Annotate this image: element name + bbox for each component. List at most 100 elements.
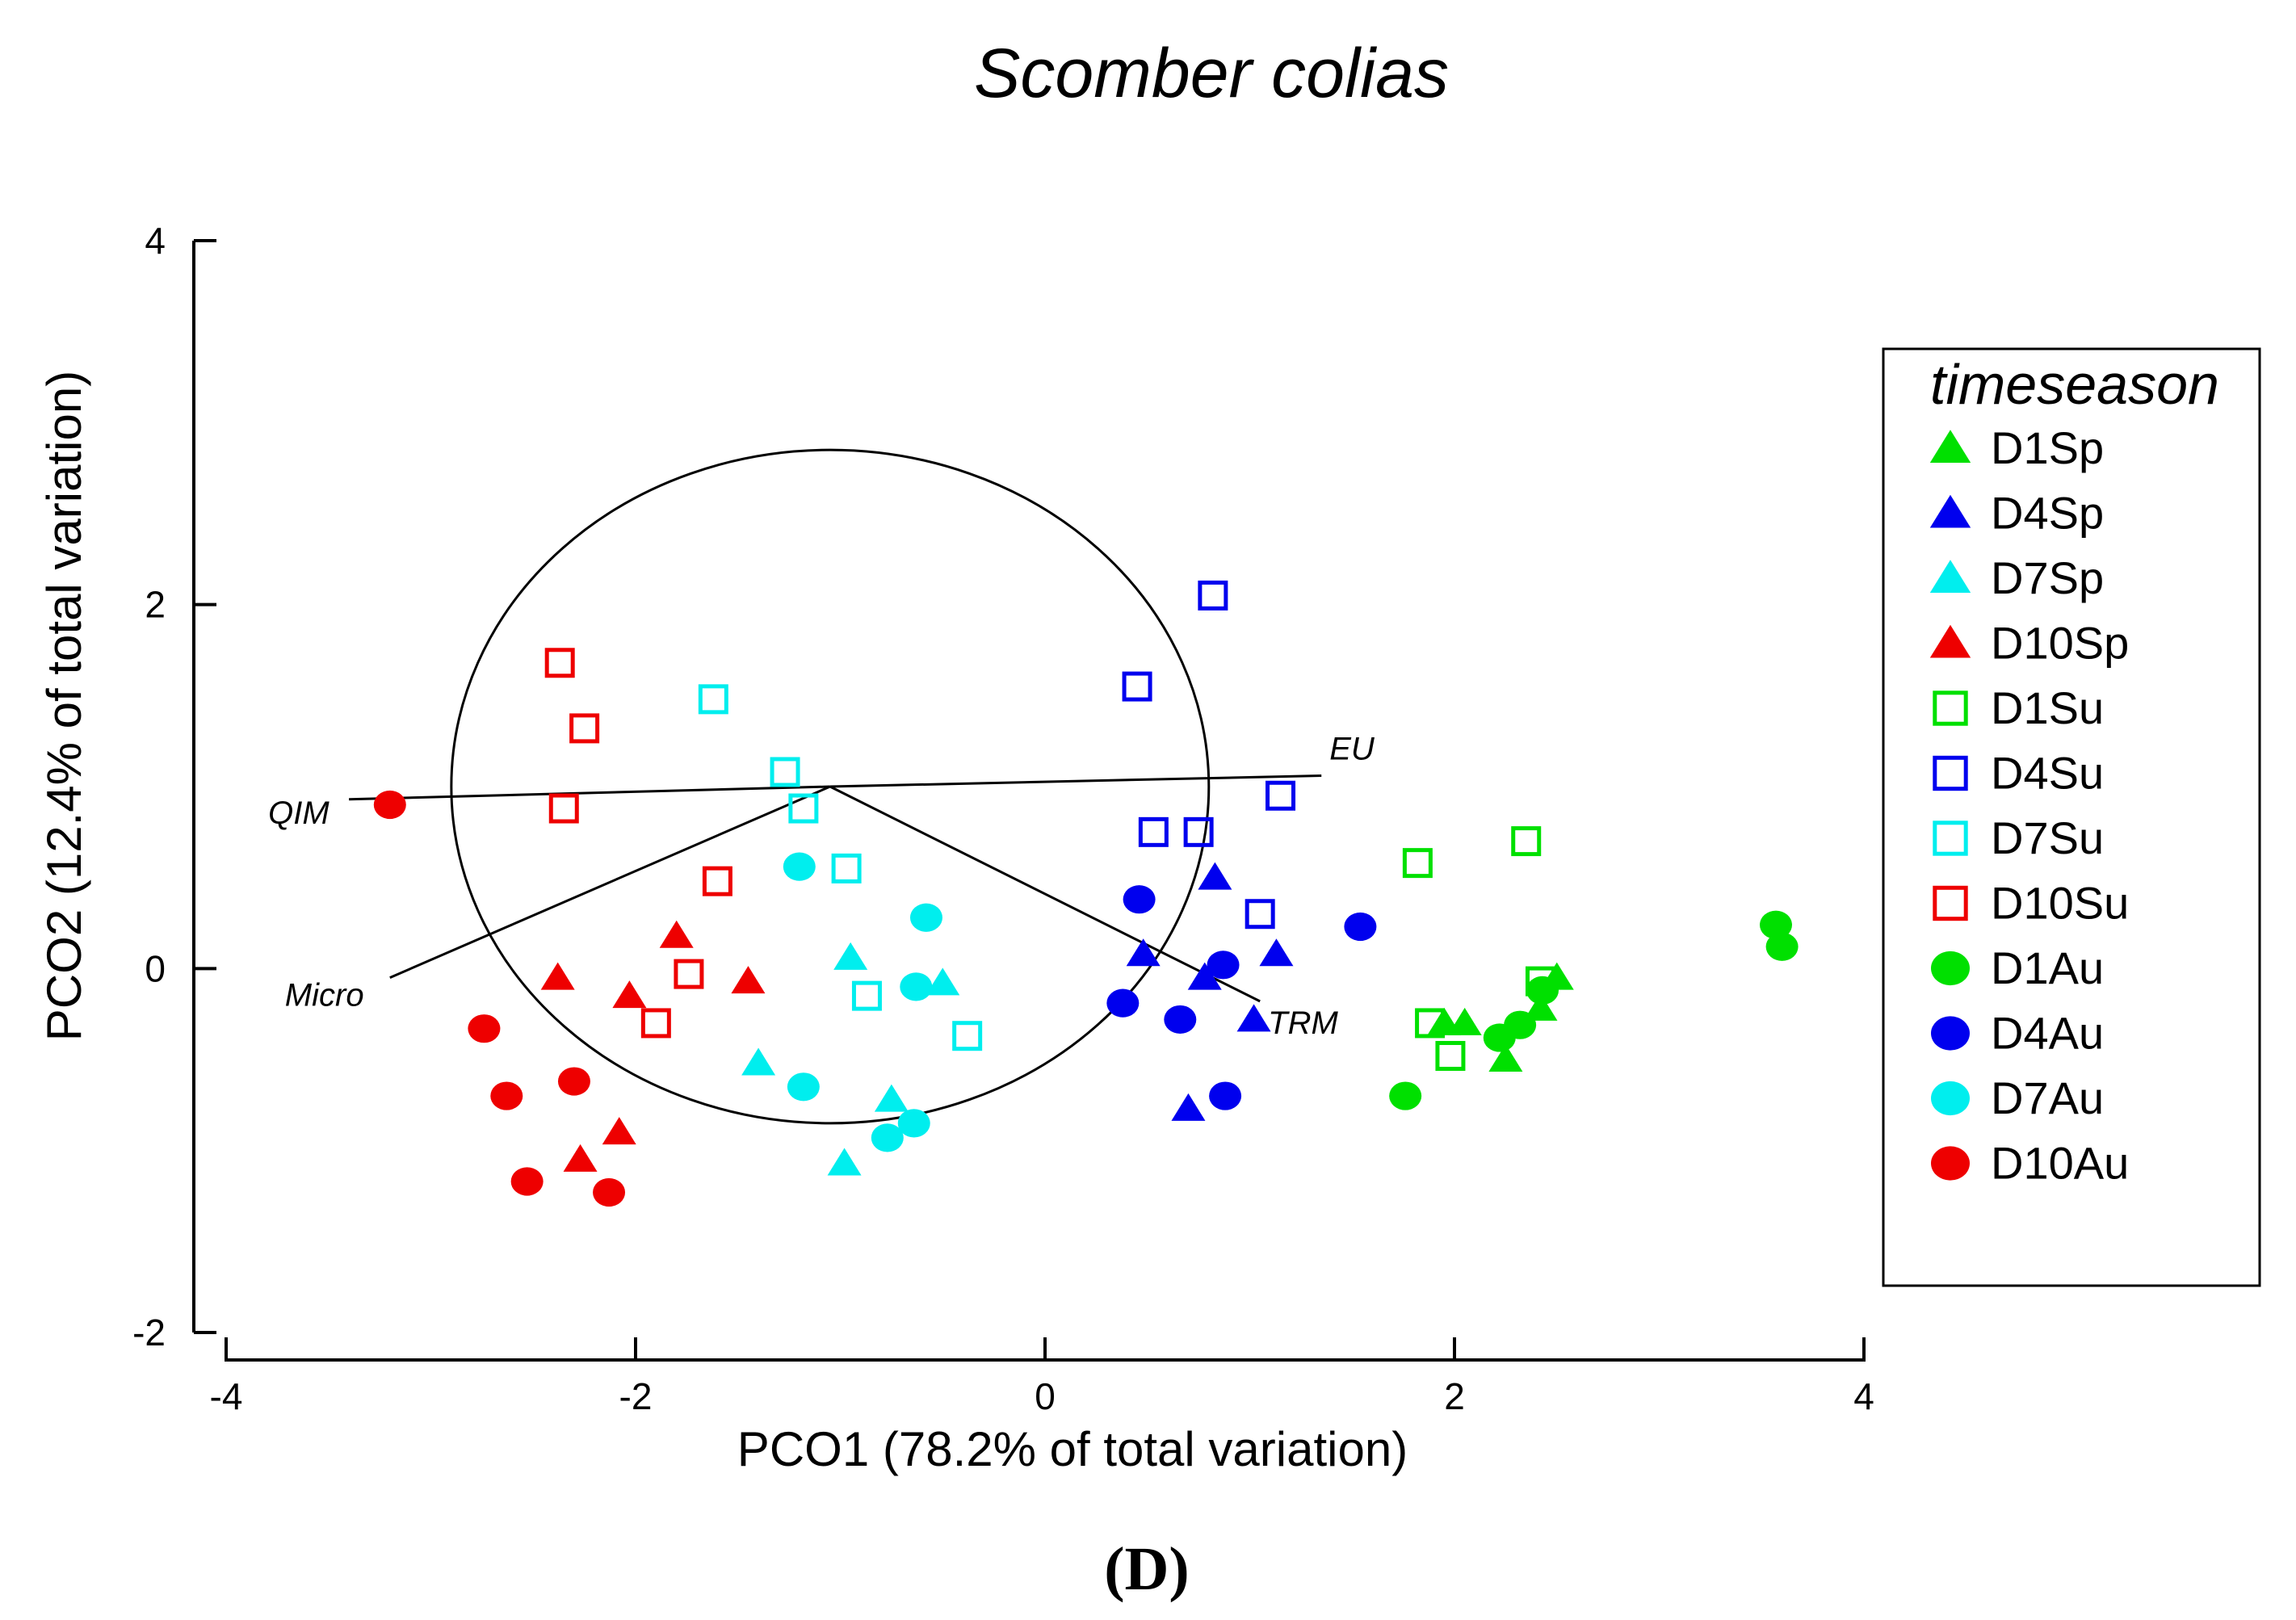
data-point-D10Sp: [563, 1144, 598, 1172]
chart-title: Scomber colias: [974, 35, 1449, 112]
y-ticks: -2 0 2 4: [132, 220, 216, 1353]
legend-label-D10Su: D10Su: [1991, 878, 2129, 929]
data-point-D10Su: [674, 959, 704, 989]
series-D4Sp: [1126, 862, 1294, 1121]
y-tick-label: 0: [145, 947, 166, 989]
data-point-D4Su: [1198, 580, 1228, 611]
legend-marker-D4Sp: [1929, 494, 1971, 528]
legend-label-D4Au: D4Au: [1991, 1008, 2104, 1059]
data-point-D7Au: [897, 1109, 930, 1138]
vector-label-trm: TRM: [1268, 1005, 1338, 1041]
legend-marker-D7Sp: [1929, 560, 1971, 593]
data-point-D4Su: [1138, 816, 1169, 847]
correlation-overlay: QIM EU Micro TRM: [268, 448, 1375, 1125]
series-D4Su: [1122, 580, 1296, 930]
legend-marker-D10Au: [1931, 1146, 1970, 1181]
series-D7Au: [783, 852, 942, 1152]
series-D1Su: [1402, 826, 1555, 1071]
vector-micro: [389, 785, 831, 979]
data-point-D7Au: [900, 972, 933, 1001]
series-D7Su: [698, 684, 983, 1051]
data-point-D10Sp: [602, 1117, 636, 1145]
data-point-D7Su: [770, 757, 800, 787]
data-point-D10Au: [468, 1014, 501, 1043]
data-point-D7Su: [831, 853, 862, 883]
data-point-D7Sp: [874, 1084, 909, 1112]
x-axis-label: PCO1 (78.2% of total variation): [737, 1422, 1408, 1476]
data-point-D1Su: [1415, 1008, 1446, 1039]
data-point-D4Au: [1344, 912, 1377, 942]
x-tick-label: 0: [1035, 1375, 1056, 1417]
legend-label-D7Au: D7Au: [1991, 1072, 2104, 1123]
data-point-D4Sp: [1171, 1093, 1206, 1121]
data-point-D4Su: [1183, 816, 1214, 847]
data-point-D4Su: [1245, 899, 1275, 930]
series-D1Au: [1389, 910, 1799, 1110]
data-point-D1Sp: [1447, 1007, 1482, 1035]
legend-label-D1Su: D1Su: [1991, 682, 2104, 733]
data-point-D1Sp: [1488, 1044, 1523, 1072]
data-point-D4Su: [1122, 671, 1152, 702]
data-point-D4Sp: [1259, 938, 1294, 967]
data-point-D10Su: [640, 1008, 671, 1039]
data-point-D1Sp: [1523, 993, 1558, 1021]
vector-qim: [349, 785, 830, 801]
vector-label-eu: EU: [1329, 731, 1375, 766]
data-point-D7Au: [909, 903, 942, 932]
data-point-D7Su: [851, 980, 882, 1011]
vector-label-qim: QIM: [268, 795, 329, 831]
vector-eu: [829, 774, 1322, 788]
series-D10Au: [373, 790, 626, 1207]
data-point-D10Au: [593, 1177, 626, 1207]
data-point-D4Au: [1209, 1081, 1242, 1110]
data-point-D7Au: [787, 1072, 820, 1102]
data-point-D4Sp: [1187, 962, 1222, 990]
vector-label-micro: Micro: [285, 978, 364, 1014]
series-D7Sp: [741, 942, 960, 1176]
data-point-D7Sp: [926, 967, 960, 996]
data-point-D7Su: [952, 1021, 983, 1051]
data-point-D4Au: [1164, 1005, 1197, 1035]
y-tick-label: 4: [145, 220, 166, 262]
legend: timeseason D1Sp D4Sp D7Sp D10Sp D1Su D4Su D7Su…: [1882, 347, 2261, 1287]
legend-title: timeseason: [1930, 353, 2219, 416]
data-point-D10Sp: [731, 966, 766, 994]
legend-marker-D7Au: [1931, 1081, 1970, 1116]
x-tick-label: 2: [1444, 1375, 1465, 1417]
data-point-D10Au: [373, 790, 406, 820]
data-point-D10Au: [557, 1067, 590, 1096]
data-point-D7Sp: [833, 942, 868, 970]
data-point-D4Su: [1266, 780, 1296, 811]
legend-label-D10Sp: D10Sp: [1991, 618, 2129, 669]
data-point-D1Au: [1526, 976, 1559, 1005]
x-tick-label: -2: [619, 1375, 653, 1417]
x-tick-label: -4: [210, 1375, 243, 1417]
legend-label-D10Au: D10Au: [1991, 1138, 2129, 1189]
axes: [192, 241, 1866, 1362]
legend-label-D1Au: D1Au: [1991, 942, 2104, 993]
legend-label-D1Sp: D1Sp: [1991, 422, 2104, 473]
y-tick-label: -2: [132, 1312, 166, 1353]
data-point-D4Sp: [1198, 862, 1232, 890]
legend-label-D4Su: D4Su: [1991, 748, 2104, 799]
data-point-D4Au: [1123, 885, 1156, 914]
y-tick-label: 2: [145, 584, 166, 626]
data-point-D4Au: [1207, 951, 1240, 980]
data-point-D1Su: [1402, 848, 1433, 879]
legend-marker-D7Su: [1933, 820, 1968, 856]
data-point-D10Au: [490, 1081, 523, 1110]
data-point-D4Sp: [1236, 1004, 1271, 1032]
data-point-D4Sp: [1126, 938, 1161, 967]
legend-marker-D1Au: [1931, 951, 1970, 986]
data-point-D7Su: [788, 793, 819, 824]
y-axis-label: PCO2 (12.4% of total variation): [37, 371, 91, 1041]
legend-marker-D1Su: [1933, 690, 1968, 726]
series-D10Sp: [540, 920, 766, 1172]
data-point-D1Su: [1435, 1040, 1466, 1071]
data-point-D4Au: [1106, 988, 1140, 1018]
legend-marker-D10Su: [1933, 885, 1968, 921]
data-point-D10Sp: [612, 980, 647, 1009]
panel-label: (D): [1104, 1535, 1190, 1603]
data-points: [373, 580, 1799, 1207]
